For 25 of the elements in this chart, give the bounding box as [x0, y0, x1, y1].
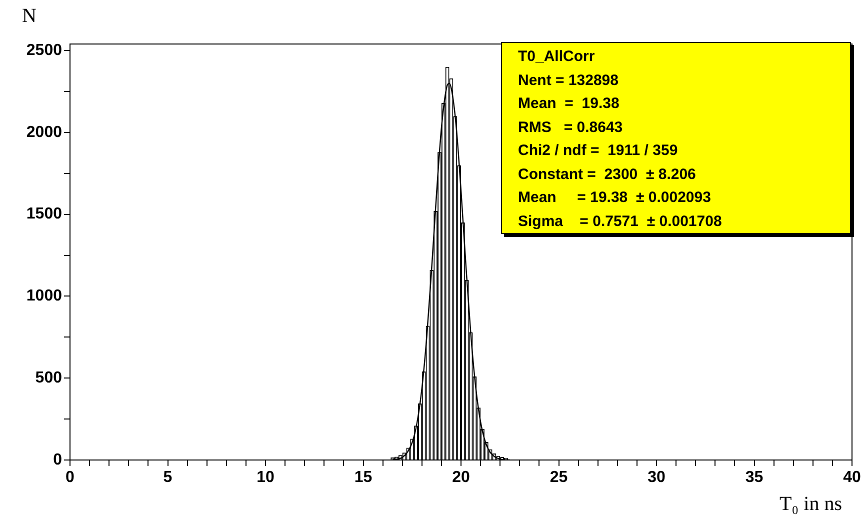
y-tick-label: 0 [53, 451, 62, 468]
annotation: Nent = 132898 [518, 70, 620, 90]
x-tick-label: 20 [452, 469, 470, 486]
y-tick-label: 500 [35, 370, 62, 387]
annotation: Chi2 / ndf = 1911 / 359 [518, 141, 679, 161]
y-tick-label: 2000 [26, 124, 62, 141]
y-tick-label: 1000 [26, 288, 62, 305]
x-tick-label: 0 [66, 469, 75, 486]
annotation: Mean = 19.38 [518, 94, 620, 114]
x-axis-title: T₀ in ns [779, 493, 842, 515]
x-tick-label: 25 [550, 469, 568, 486]
y-tick-label: 2500 [26, 42, 62, 59]
annotation: RMS = 0.8643 [518, 118, 624, 138]
annotation: Sigma = 0.7571 ± 0.001708 [518, 212, 723, 232]
x-tick-label: 35 [745, 469, 764, 486]
y-axis-title: N [22, 5, 36, 27]
x-tick-label: 40 [843, 469, 861, 486]
annotation: Mean = 19.38 ± 0.002093 [518, 188, 712, 208]
annotation: T0_AllCorr [518, 47, 596, 67]
y-tick-label: 1500 [26, 206, 62, 223]
x-tick-label: 10 [256, 469, 274, 486]
x-tick-label: 30 [648, 469, 666, 486]
x-tick-label: 15 [354, 469, 372, 486]
annotation: Constant = 2300 ± 8.206 [518, 164, 697, 184]
x-tick-label: 5 [163, 469, 172, 486]
